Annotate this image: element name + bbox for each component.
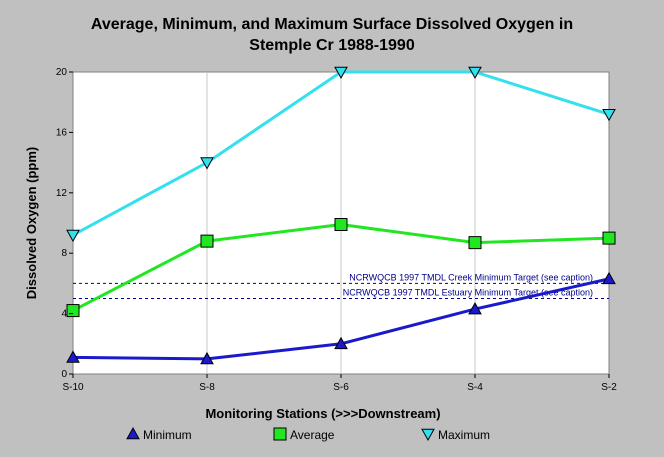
chart-title-line2: Stemple Cr 1988-1990 — [249, 37, 415, 54]
legend-item: Maximum — [421, 428, 490, 442]
data-point-marker — [200, 351, 214, 365]
legend: Minimum Average Maximum — [126, 426, 490, 442]
data-point-marker — [334, 218, 348, 232]
x-axis-label: Monitoring Stations (>>>Downstream) — [205, 406, 440, 421]
x-tick-labels: S-10 S-8 S-6 S-4 S-2 — [62, 374, 617, 393]
y-tick-label: 12 — [56, 188, 68, 199]
legend-label: Average — [290, 428, 335, 442]
data-point-marker — [66, 304, 80, 318]
data-point-marker — [468, 66, 482, 80]
data-point-marker — [66, 350, 80, 363]
legend-label: Maximum — [438, 428, 490, 442]
data-point-marker — [602, 231, 616, 245]
series-maximum — [66, 66, 616, 243]
data-point-marker — [66, 229, 80, 243]
y-axis-label: Dissolved Oxygen (ppm) — [24, 147, 39, 299]
chart-title-line1: Average, Minimum, and Maximum Surface Di… — [91, 16, 573, 33]
data-point-marker — [602, 108, 616, 122]
legend-marker — [421, 428, 435, 442]
data-point-marker — [468, 302, 482, 315]
legend-marker — [273, 427, 287, 441]
series-minimum — [66, 271, 616, 365]
data-point-marker — [468, 236, 482, 250]
legend-item: Minimum — [126, 426, 192, 442]
legend-marker — [126, 426, 140, 440]
series-group — [66, 66, 616, 365]
x-tick-label: S-4 — [467, 382, 483, 393]
data-point-marker — [200, 234, 214, 248]
x-tick-label: S-2 — [601, 382, 617, 393]
data-point-marker — [200, 157, 214, 170]
x-tick-label: S-10 — [62, 382, 84, 393]
data-point-marker — [334, 336, 348, 350]
x-tick-label: S-8 — [199, 382, 215, 393]
data-point-marker — [334, 66, 348, 80]
x-tick-label: S-6 — [333, 382, 349, 393]
y-tick-label: 8 — [61, 248, 67, 259]
legend-item: Average — [273, 427, 335, 442]
data-point-marker — [602, 271, 616, 285]
y-tick-label: 0 — [61, 369, 67, 380]
y-tick-labels: 0 4 8 12 16 20 — [56, 67, 73, 380]
reference-line-label: NCRWQCB 1997 TMDL Creek Minimum Target (… — [349, 272, 593, 282]
reference-line-label: NCRWQCB 1997 TMDL Estuary Minimum Target… — [343, 288, 593, 298]
y-tick-label: 4 — [61, 309, 67, 320]
y-tick-label: 20 — [56, 67, 68, 78]
y-tick-label: 16 — [56, 127, 68, 138]
legend-label: Minimum — [143, 428, 192, 442]
